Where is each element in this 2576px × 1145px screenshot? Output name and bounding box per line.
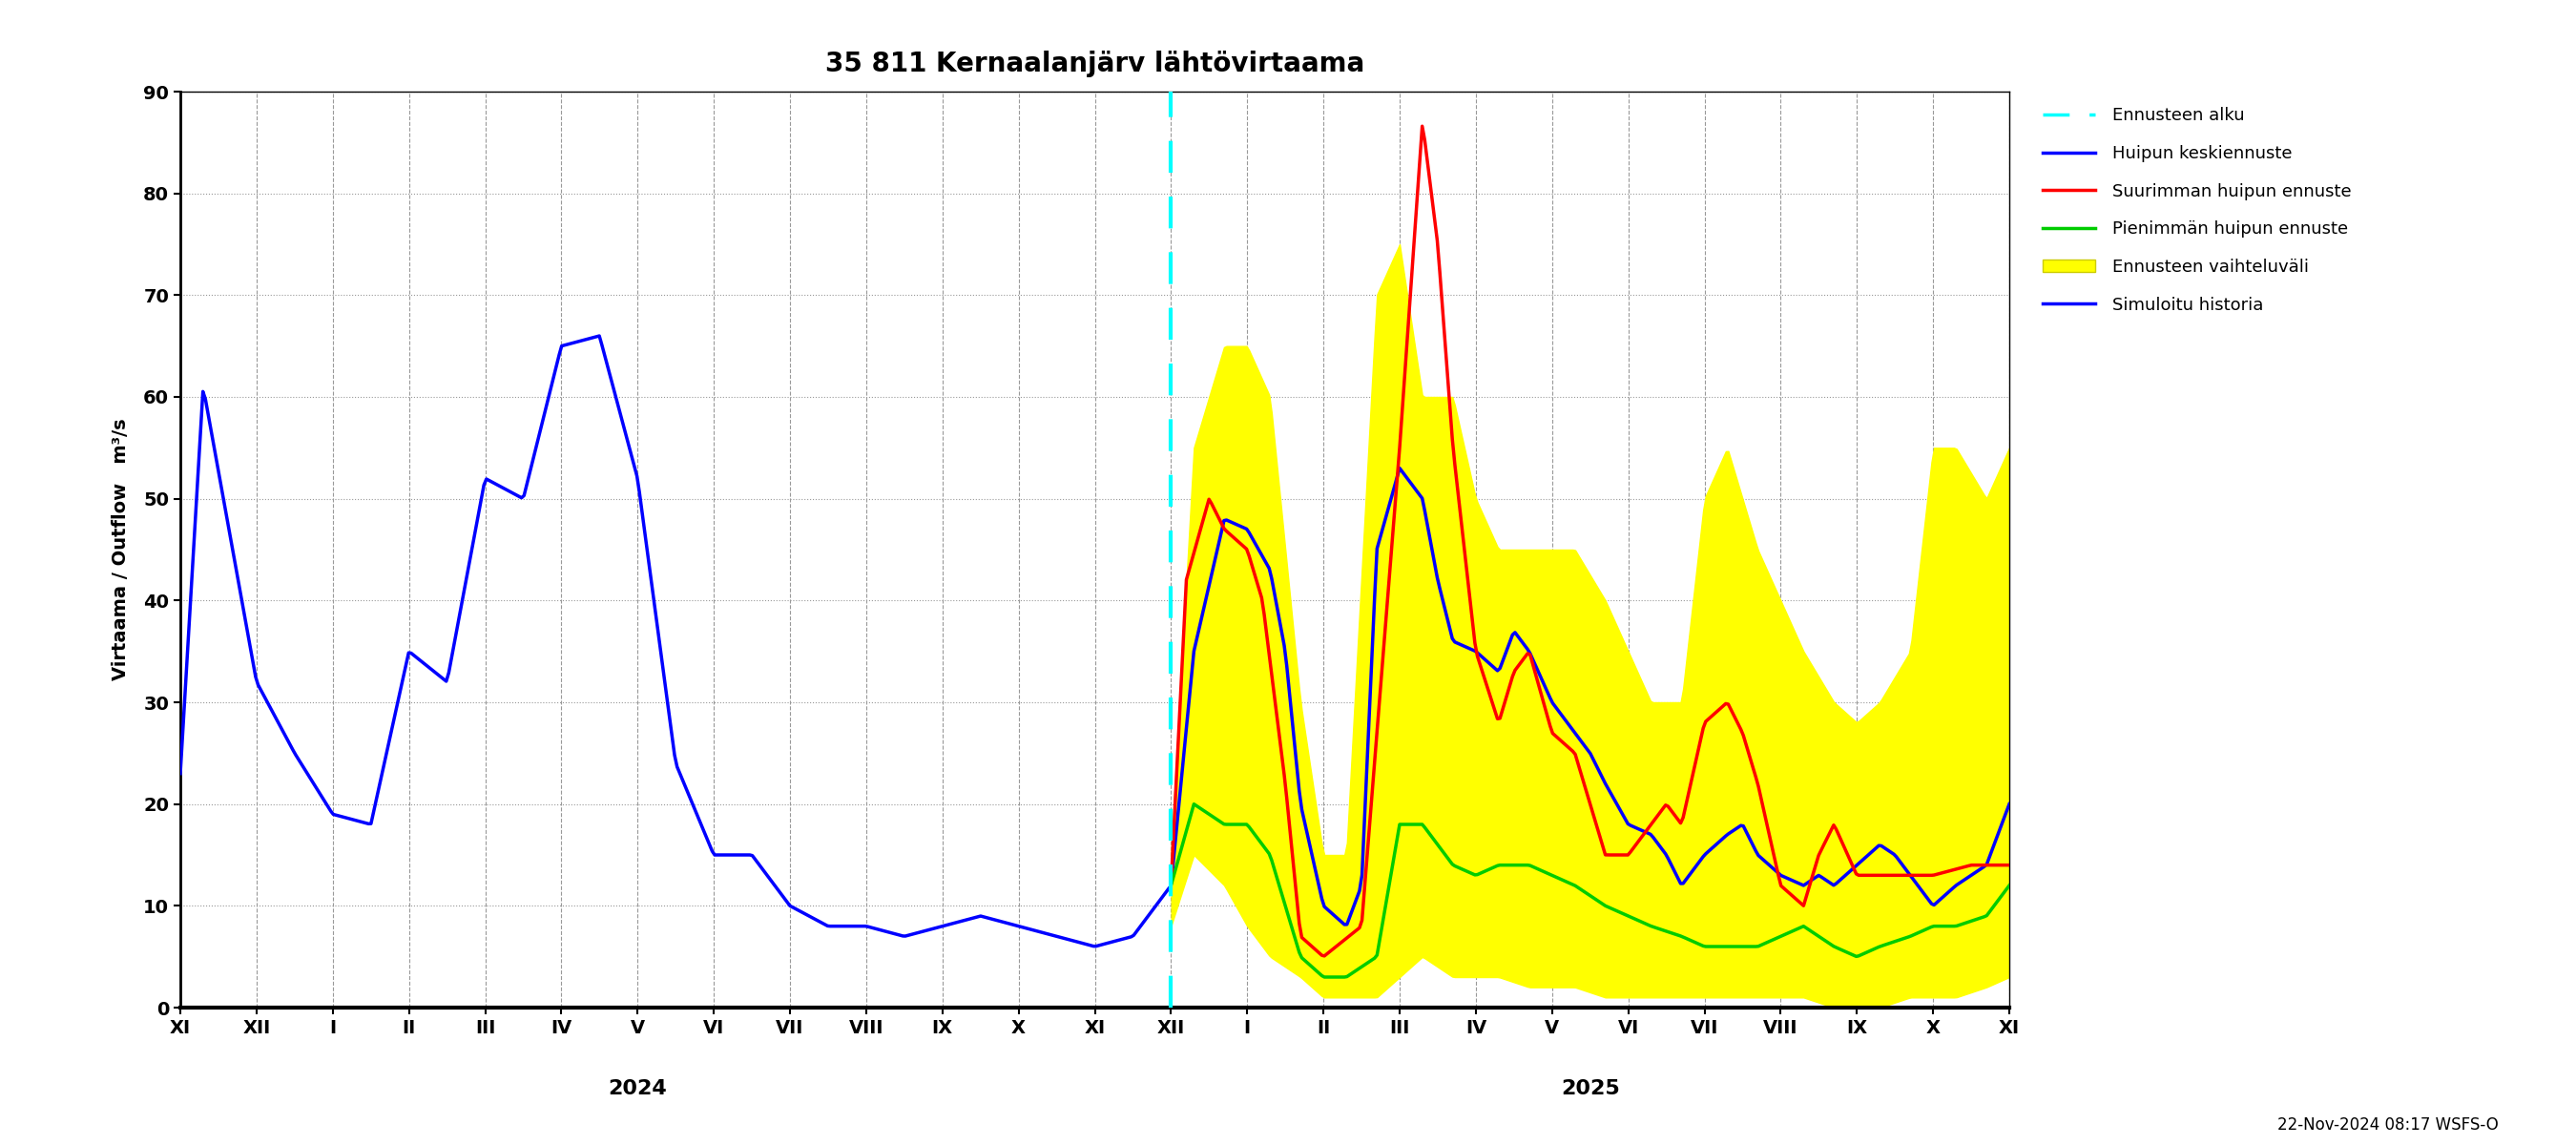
Title: 35 811 Kernaalanjärv lähtövirtaama: 35 811 Kernaalanjärv lähtövirtaama [824,50,1365,78]
Legend: Ennusteen alku, Huipun keskiennuste, Suurimman huipun ennuste, Pienimmän huipun : Ennusteen alku, Huipun keskiennuste, Suu… [2035,101,2357,321]
Text: 22-Nov-2024 08:17 WSFS-O: 22-Nov-2024 08:17 WSFS-O [2277,1116,2499,1134]
Text: 2025: 2025 [1561,1079,1620,1098]
Y-axis label: Virtaama / Outflow   m³/s: Virtaama / Outflow m³/s [111,419,129,680]
Text: 2024: 2024 [608,1079,667,1098]
